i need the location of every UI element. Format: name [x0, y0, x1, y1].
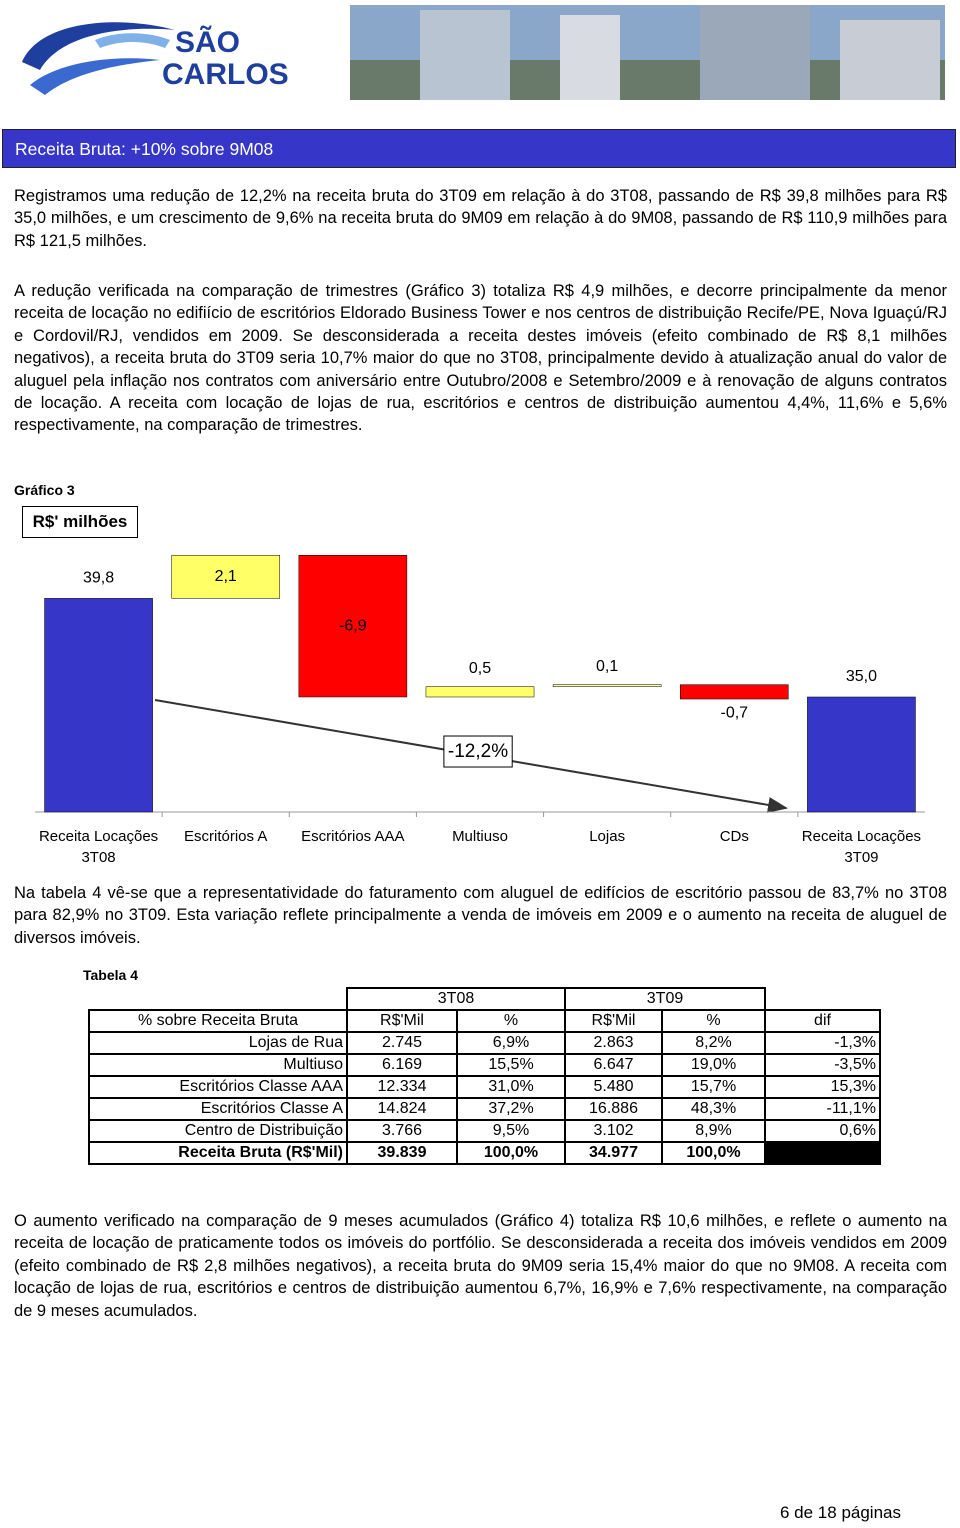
- table-cell: Centro de Distribuição: [88, 1119, 348, 1143]
- table-cell: 12.334: [346, 1075, 458, 1099]
- section-title: Receita Bruta: +10% sobre 9M08: [2, 129, 956, 168]
- table-header: R$'Mil: [564, 1009, 663, 1033]
- table-header: %: [456, 1009, 566, 1033]
- data-label: 0,1: [596, 658, 618, 675]
- table-row: Escritórios Classe A 14.824 37,2% 16.886 48,…: [88, 1097, 881, 1121]
- table-row: % sobre Receita Bruta R$'Mil% R$'Mil% dif: [88, 1009, 881, 1033]
- bar: [552, 684, 662, 687]
- annotation: -12,2%: [448, 741, 508, 762]
- table-cell: 37,2%: [456, 1097, 566, 1121]
- table-cell: 34.977: [564, 1141, 663, 1165]
- table-caption: Tabela 4: [83, 967, 138, 983]
- data-label: 39,8: [83, 570, 114, 587]
- photo: [420, 10, 510, 100]
- table-cell: 19,0%: [661, 1053, 766, 1077]
- table-row: Centro de Distribuição 3.766 9,5% 3.102 8,9%…: [88, 1119, 881, 1143]
- logo-text: SÃO: [175, 25, 240, 59]
- table-header: dif: [764, 1009, 881, 1033]
- table-cell: 5.480: [564, 1075, 663, 1099]
- paragraph: Na tabela 4 vê-se que a representativida…: [14, 884, 947, 947]
- table-header: 3T09: [564, 987, 766, 1011]
- table-cell: [765, 988, 880, 1010]
- table-cell: -1,3%: [764, 1031, 881, 1055]
- table-cell: 2.745: [346, 1031, 458, 1055]
- table-cell: -11,1%: [764, 1097, 881, 1121]
- category-label: Lojas: [589, 828, 626, 845]
- data-label: 2,1: [215, 568, 237, 585]
- table-cell: Escritórios Classe AAA: [88, 1075, 348, 1099]
- bar: [425, 686, 535, 698]
- table: 3T08 3T09% sobre Receita Bruta R$'Mil% R$'M…: [88, 987, 881, 1165]
- table-header: 3T08: [346, 987, 566, 1011]
- table-cell: 15,5%: [456, 1053, 566, 1077]
- bar: [807, 696, 916, 813]
- logo-swoosh: [95, 33, 170, 48]
- category-label: Escritórios AAA: [301, 828, 405, 845]
- table-cell: 8,9%: [661, 1119, 766, 1143]
- paragraph: O aumento verificado na comparação de 9 …: [14, 1212, 947, 1320]
- bar: [680, 684, 789, 700]
- table-cell: 6,9%: [456, 1031, 566, 1055]
- bar: [44, 598, 153, 813]
- table-cell: 3.766: [346, 1119, 458, 1143]
- logo-text: CARLOS: [162, 58, 289, 91]
- table-cell: [89, 988, 347, 1010]
- table-cell: 15,3%: [764, 1075, 881, 1099]
- table-cell: 0,6%: [764, 1119, 881, 1143]
- bar: [171, 555, 280, 599]
- table-cell: 6.169: [346, 1053, 458, 1077]
- table-cell: 39.839: [346, 1141, 458, 1165]
- page-number: 6 de 18 páginas: [780, 1503, 901, 1522]
- table-cell: 31,0%: [456, 1075, 566, 1099]
- photo: [560, 15, 620, 100]
- paragraph: Registramos uma redução de 12,2% na rece…: [14, 187, 947, 250]
- table-cell: 2.863: [564, 1031, 663, 1055]
- category-label: Receita Locações 3T08: [38, 828, 159, 866]
- table-row: Escritórios Classe AAA 12.334 31,0% 5.480 15…: [88, 1075, 881, 1099]
- logo-swoosh: [22, 22, 175, 70]
- table-cell: Lojas de Rua: [88, 1031, 348, 1055]
- table-header: % sobre Receita Bruta: [88, 1009, 348, 1033]
- table-cell: [764, 1141, 881, 1165]
- data-label: -0,7: [720, 704, 748, 721]
- category-label: Receita Locações 3T09: [801, 828, 922, 866]
- header: SÃO CARLOS: [22, 5, 945, 100]
- table-cell: 9,5%: [456, 1119, 566, 1143]
- table-cell: 6.647: [564, 1053, 663, 1077]
- bar: [298, 555, 408, 698]
- table-cell: 14.824: [346, 1097, 458, 1121]
- table-cell: 48,3%: [661, 1097, 766, 1121]
- category-label: Multiuso: [452, 828, 508, 845]
- logo-swoosh: [30, 58, 160, 95]
- table-cell: Escritórios Classe A: [88, 1097, 348, 1121]
- table-cell: -3,5%: [764, 1053, 881, 1077]
- table-cell: 100,0%: [456, 1141, 566, 1165]
- chart-caption: Gráfico 3: [14, 482, 75, 498]
- annotation-box: [443, 735, 513, 768]
- table-header: R$'Mil: [346, 1009, 458, 1033]
- data-label: 0,5: [469, 660, 491, 677]
- photo: [700, 5, 810, 100]
- table-row: Lojas de Rua 2.745 6,9% 2.863 8,2% -1,3%: [88, 1031, 881, 1055]
- chart: 39,8 2,1 -6,9 0,5 0,1 -0,7 35,0 -12,2%: [35, 555, 925, 817]
- table-cell: 100,0%: [661, 1141, 766, 1165]
- table-cell: 15,7%: [661, 1075, 766, 1099]
- table-cell: 8,2%: [661, 1031, 766, 1055]
- table-cell: Receita Bruta (R$'Mil): [88, 1141, 348, 1165]
- paragraph: A redução verificada na comparação de tr…: [14, 282, 947, 435]
- table-cell: Multiuso: [88, 1053, 348, 1077]
- table-cell: 3.102: [564, 1119, 663, 1143]
- photo: [840, 20, 940, 100]
- table-cell: 16.886: [564, 1097, 663, 1121]
- table-header: %: [661, 1009, 766, 1033]
- category-label: Escritórios A: [184, 828, 268, 845]
- table-row: Multiuso 6.169 15,5% 6.647 19,0% -3,5%: [88, 1053, 881, 1077]
- unit-label: R$' milhões: [22, 506, 138, 538]
- category-label: CDs: [719, 828, 749, 845]
- data-label: -6,9: [339, 617, 367, 634]
- table-row: 3T08 3T09: [89, 987, 880, 1011]
- data-label: 35,0: [846, 668, 877, 685]
- table-row: Receita Bruta (R$'Mil) 39.839 100,0% 34.977…: [88, 1141, 881, 1165]
